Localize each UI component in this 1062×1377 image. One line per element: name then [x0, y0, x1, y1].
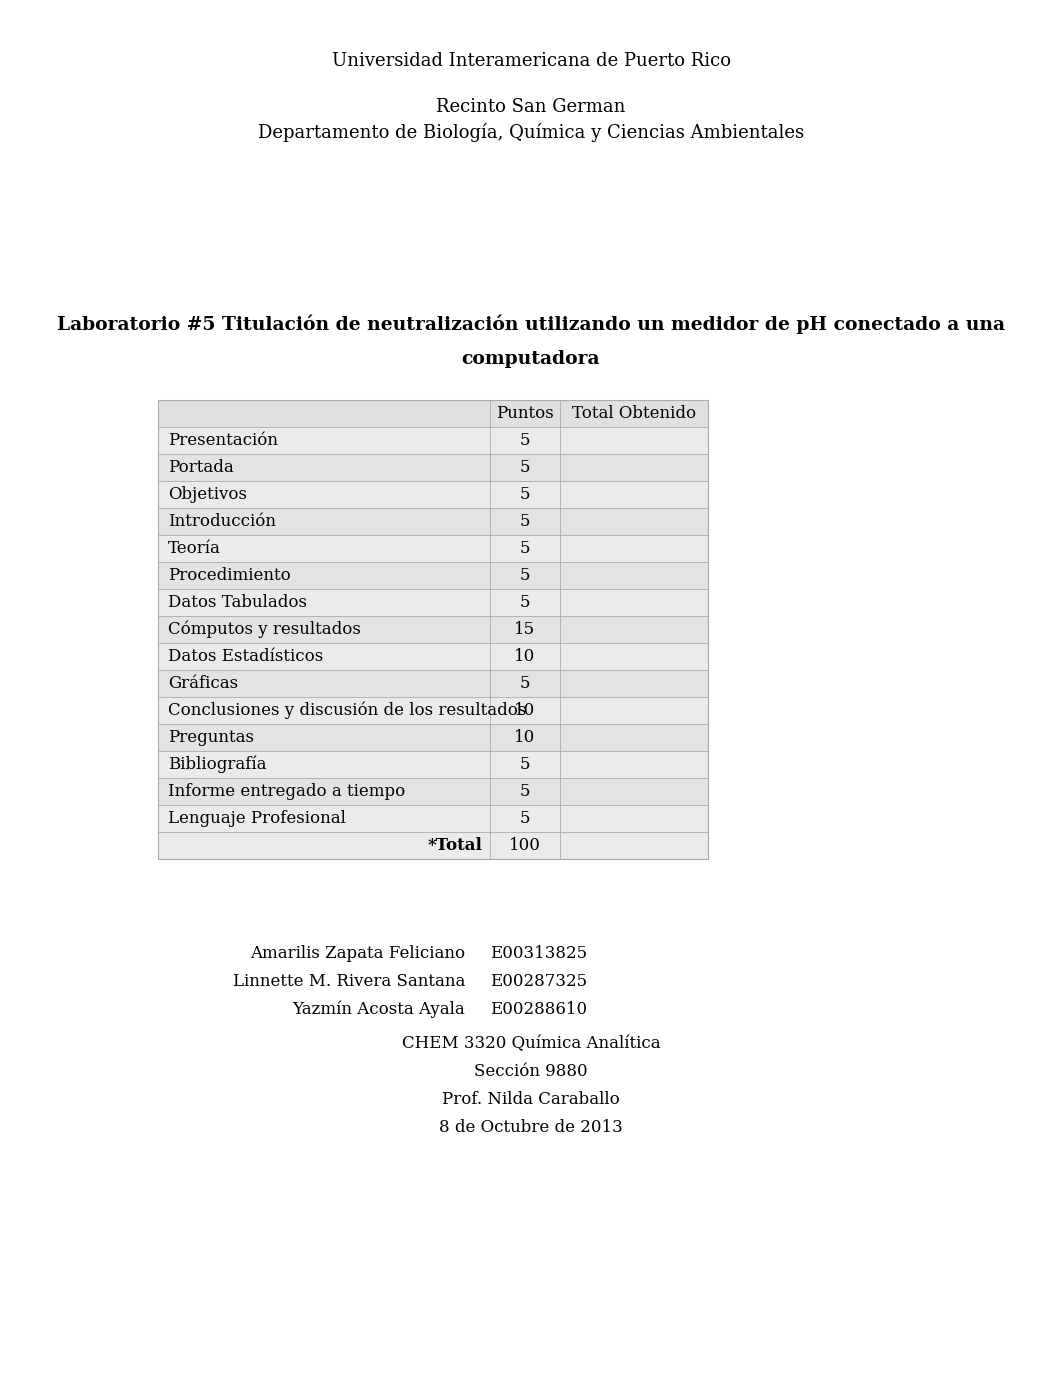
Bar [158, 536, 708, 562]
Bar [158, 399, 708, 427]
Bar [158, 643, 708, 671]
Text: Cómputos y resultados: Cómputos y resultados [168, 621, 361, 639]
Text: Lenguaje Profesional: Lenguaje Profesional [168, 810, 346, 828]
Text: 5: 5 [519, 486, 530, 503]
Text: *Total: *Total [427, 837, 482, 854]
Text: Yazmín Acosta Ayala: Yazmín Acosta Ayala [292, 1001, 465, 1019]
Text: Gráficas: Gráficas [168, 675, 238, 693]
Bar [158, 806, 708, 832]
Bar [158, 427, 708, 454]
Text: 5: 5 [519, 514, 530, 530]
Bar [158, 724, 708, 750]
Text: Conclusiones y discusión de los resultados: Conclusiones y discusión de los resultad… [168, 702, 527, 719]
Text: 5: 5 [519, 675, 530, 693]
Text: E00288610: E00288610 [490, 1001, 587, 1018]
Text: 10: 10 [514, 649, 535, 665]
Text: E00313825: E00313825 [490, 945, 587, 963]
Text: Teoría: Teoría [168, 540, 221, 558]
Text: Datos Estadísticos: Datos Estadísticos [168, 649, 323, 665]
Text: 5: 5 [519, 784, 530, 800]
Text: 15: 15 [514, 621, 535, 638]
Text: 5: 5 [519, 756, 530, 772]
Text: Datos Tabulados: Datos Tabulados [168, 593, 307, 611]
Text: Introducción: Introducción [168, 514, 276, 530]
Text: Total Obtenido: Total Obtenido [572, 405, 696, 421]
Text: 5: 5 [519, 459, 530, 476]
Bar [158, 671, 708, 697]
Text: computadora: computadora [462, 350, 600, 368]
Text: Prof. Nilda Caraballo: Prof. Nilda Caraballo [442, 1091, 620, 1108]
Bar [158, 778, 708, 806]
Text: Informe entregado a tiempo: Informe entregado a tiempo [168, 784, 406, 800]
Text: Presentación: Presentación [168, 432, 278, 449]
Text: 8 de Octubre de 2013: 8 de Octubre de 2013 [439, 1120, 623, 1136]
Text: Objetivos: Objetivos [168, 486, 247, 503]
Text: 10: 10 [514, 702, 535, 719]
Text: 5: 5 [519, 810, 530, 828]
Text: Procedimiento: Procedimiento [168, 567, 291, 584]
Text: Preguntas: Preguntas [168, 728, 254, 746]
Bar [158, 616, 708, 643]
Text: Bibliografía: Bibliografía [168, 756, 267, 774]
Bar [158, 589, 708, 616]
Text: Universidad Interamericana de Puerto Rico: Universidad Interamericana de Puerto Ric… [331, 52, 731, 70]
Text: Amarilis Zapata Feliciano: Amarilis Zapata Feliciano [250, 945, 465, 963]
Text: 5: 5 [519, 540, 530, 558]
Text: Recinto San German: Recinto San German [436, 98, 626, 116]
Text: 10: 10 [514, 728, 535, 746]
Text: 5: 5 [519, 567, 530, 584]
Text: E00287325: E00287325 [490, 974, 587, 990]
Bar [158, 481, 708, 508]
Text: CHEM 3320 Química Analítica: CHEM 3320 Química Analítica [401, 1036, 661, 1052]
Text: Departamento de Biología, Química y Ciencias Ambientales: Departamento de Biología, Química y Cien… [258, 123, 804, 142]
Bar [158, 454, 708, 481]
Text: Sección 9880: Sección 9880 [475, 1063, 587, 1080]
Bar [158, 697, 708, 724]
Bar [158, 832, 708, 859]
Text: 5: 5 [519, 593, 530, 611]
Bar [158, 399, 708, 859]
Bar [158, 750, 708, 778]
Text: Laboratorio #5 Titulación de neutralización utilizando un medidor de pH conectad: Laboratorio #5 Titulación de neutralizac… [57, 315, 1005, 335]
Text: Portada: Portada [168, 459, 234, 476]
Text: Linnette M. Rivera Santana: Linnette M. Rivera Santana [233, 974, 465, 990]
Bar [158, 562, 708, 589]
Text: Puntos: Puntos [496, 405, 554, 421]
Text: 5: 5 [519, 432, 530, 449]
Bar [158, 508, 708, 536]
Text: 100: 100 [509, 837, 541, 854]
